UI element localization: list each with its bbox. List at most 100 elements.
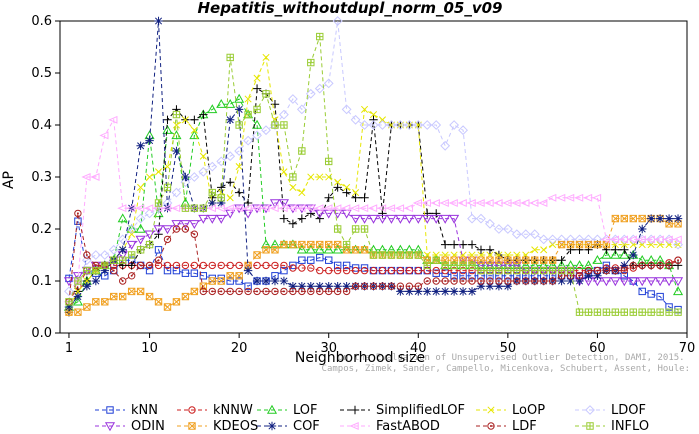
data-point-knnw bbox=[387, 266, 396, 275]
data-point-fastabod bbox=[663, 235, 673, 244]
data-point-fastabod bbox=[385, 204, 396, 213]
data-point-cof bbox=[342, 282, 351, 291]
data-point-inflo bbox=[235, 121, 243, 129]
data-point-knnw bbox=[351, 266, 360, 275]
data-point-knn bbox=[325, 256, 333, 264]
data-point-inflo bbox=[504, 266, 512, 275]
data-point-odin bbox=[153, 225, 164, 235]
data-point-ldf bbox=[136, 261, 145, 270]
data-point-knn bbox=[163, 266, 172, 275]
data-point-ldof bbox=[476, 213, 486, 224]
data-point-ldf bbox=[477, 277, 485, 285]
data-point-kdeos bbox=[486, 256, 494, 264]
data-point-fastabod bbox=[170, 204, 181, 213]
data-point-inflo bbox=[316, 32, 324, 41]
data-point-simplifiedlof bbox=[333, 183, 342, 192]
legend-swatch-marker bbox=[585, 405, 595, 415]
data-point-inflo bbox=[387, 251, 396, 259]
data-point-ldof bbox=[287, 94, 298, 104]
data-point-fastabod bbox=[108, 115, 118, 124]
data-point-ldf bbox=[289, 287, 297, 296]
data-point-kdeos bbox=[566, 240, 575, 249]
data-point-kdeos bbox=[190, 287, 199, 296]
series-ldf bbox=[65, 209, 682, 306]
data-point-fastabod bbox=[323, 204, 333, 213]
data-point-kdeos bbox=[477, 256, 485, 264]
data-point-ldof bbox=[467, 213, 477, 224]
data-point-kdeos bbox=[665, 220, 673, 228]
data-point-odin bbox=[404, 214, 415, 224]
data-point-odin bbox=[664, 277, 675, 287]
data-point-fastabod bbox=[421, 199, 431, 207]
data-point-fastabod bbox=[394, 204, 405, 213]
data-point-simplifiedlof bbox=[611, 245, 620, 254]
data-point-knn bbox=[441, 269, 449, 277]
data-point-cof bbox=[172, 146, 181, 156]
data-point-ldf bbox=[450, 277, 458, 285]
data-point-fastabod bbox=[645, 235, 655, 244]
data-point-inflo bbox=[513, 266, 521, 275]
data-point-ldof bbox=[332, 16, 343, 26]
data-point-kdeos bbox=[101, 298, 109, 306]
data-point-knn bbox=[289, 261, 297, 270]
data-point-ldof bbox=[592, 234, 603, 245]
data-point-inflo bbox=[145, 240, 154, 249]
legend-label: kNNW bbox=[213, 403, 253, 418]
data-point-inflo bbox=[396, 251, 405, 259]
data-point-simplifiedlof bbox=[279, 214, 289, 223]
x-tick-label: 60 bbox=[589, 341, 606, 356]
data-point-inflo bbox=[432, 256, 440, 264]
data-point-simplifiedlof bbox=[673, 261, 683, 270]
data-point-ldf bbox=[441, 277, 449, 285]
watermark-line-1: On the Evaluation of Unsupervised Outlie… bbox=[338, 353, 685, 363]
data-point-ldof bbox=[64, 286, 74, 297]
data-point-odin bbox=[198, 214, 209, 224]
data-point-cof bbox=[449, 287, 459, 296]
data-point-fastabod bbox=[493, 199, 503, 207]
data-point-fastabod bbox=[305, 204, 315, 213]
data-point-knn bbox=[647, 290, 655, 298]
data-point-ldof bbox=[314, 83, 325, 94]
data-point-inflo bbox=[119, 256, 127, 264]
data-point-knn bbox=[620, 272, 628, 280]
data-point-knn bbox=[145, 266, 154, 275]
data-point-fastabod bbox=[269, 204, 279, 213]
data-point-kdeos bbox=[127, 287, 136, 296]
data-point-fastabod bbox=[350, 204, 360, 213]
legend-entry-knn: kNN bbox=[95, 403, 158, 418]
data-point-knnw bbox=[262, 261, 270, 270]
data-point-knnw bbox=[307, 264, 315, 272]
data-point-kdeos bbox=[280, 240, 288, 249]
data-point-lof bbox=[225, 98, 236, 108]
data-point-ldf bbox=[584, 266, 593, 275]
data-point-ldof bbox=[413, 120, 424, 130]
data-point-knnw bbox=[163, 261, 172, 270]
data-point-knnw bbox=[271, 261, 279, 270]
data-point-inflo bbox=[584, 308, 593, 316]
data-point-odin bbox=[171, 220, 182, 230]
data-point-ldf bbox=[629, 261, 637, 270]
data-point-odin bbox=[269, 199, 281, 209]
data-point-inflo bbox=[423, 261, 431, 270]
data-point-ldof bbox=[538, 234, 549, 245]
data-point-knnw bbox=[342, 266, 351, 275]
legend-entry-ldof: LDOF bbox=[575, 403, 646, 418]
data-point-ldf bbox=[163, 235, 172, 244]
data-point-knnw bbox=[405, 266, 414, 275]
data-point-kdeos bbox=[325, 240, 333, 249]
data-point-loop bbox=[244, 95, 252, 103]
data-point-fastabod bbox=[565, 193, 575, 202]
data-point-inflo bbox=[244, 110, 252, 119]
data-point-simplifiedlof bbox=[252, 84, 262, 93]
data-point-loop bbox=[146, 173, 154, 181]
data-point-kdeos bbox=[253, 251, 261, 259]
data-point-kdeos bbox=[316, 240, 324, 249]
data-point-fastabod bbox=[341, 204, 351, 213]
data-point-inflo bbox=[136, 246, 145, 254]
y-tick-label: 0.0 bbox=[31, 326, 52, 341]
data-point-loop bbox=[540, 246, 548, 254]
data-point-ldf bbox=[665, 261, 673, 270]
data-point-fastabod bbox=[538, 199, 548, 207]
data-point-inflo bbox=[333, 225, 342, 233]
